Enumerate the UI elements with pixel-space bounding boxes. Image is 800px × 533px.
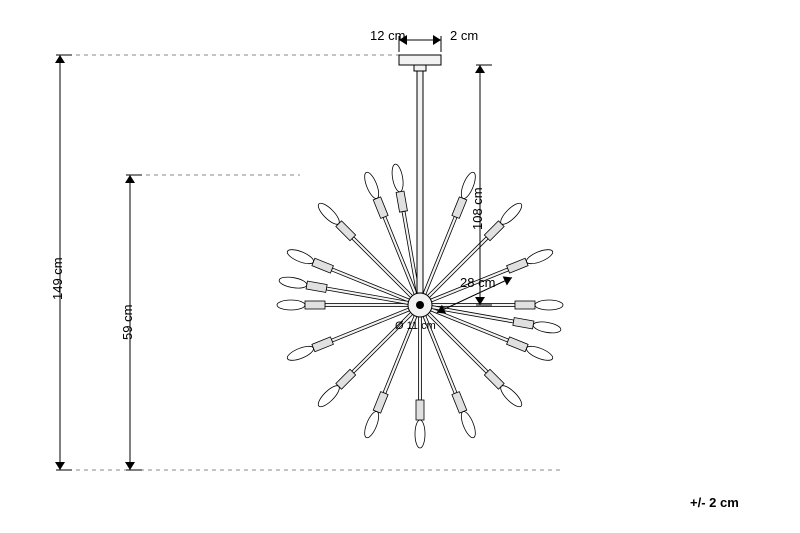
dim-rod-height: 108 cm xyxy=(470,187,485,230)
dimension-drawing xyxy=(0,0,800,533)
dim-total-height: 149 cm xyxy=(50,257,65,300)
dim-arm-length: 28 cm xyxy=(460,275,495,290)
dim-tolerance: +/- 2 cm xyxy=(690,495,739,510)
dim-hub-diameter: Ø 11 cm xyxy=(395,320,436,332)
dim-canopy-width: 12 cm xyxy=(370,28,405,43)
dim-canopy-depth: 2 cm xyxy=(450,28,478,43)
dim-fixture-height: 59 cm xyxy=(120,305,135,340)
diagram-stage: 149 cm 59 cm 108 cm 12 cm 2 cm 28 cm Ø 1… xyxy=(0,0,800,533)
